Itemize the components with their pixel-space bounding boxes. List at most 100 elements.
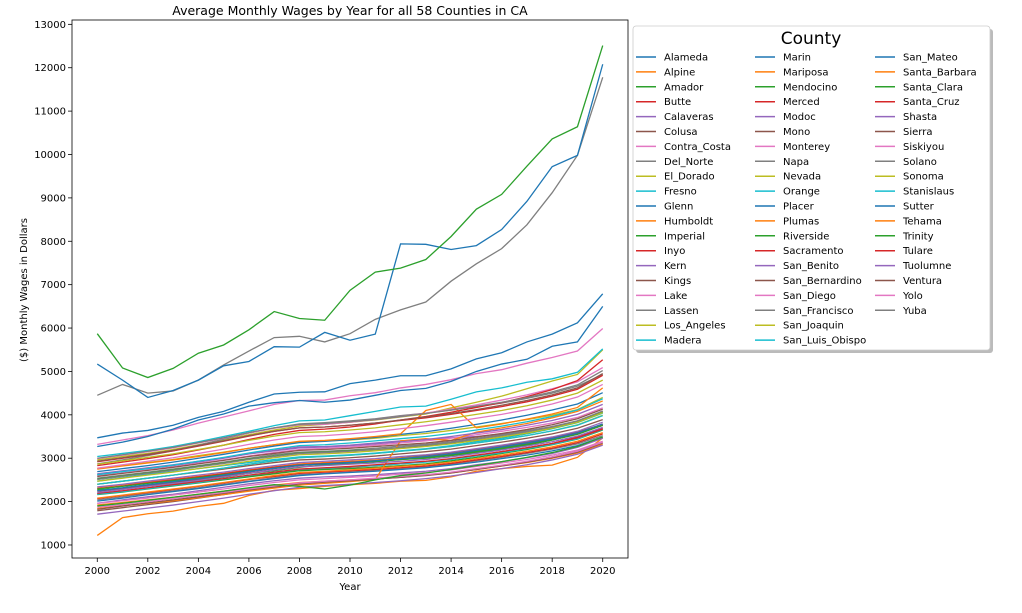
legend-item-santa-clara: Santa_Clara (875, 82, 963, 93)
legend-label: Siskiyou (903, 142, 944, 153)
legend-label: Calaveras (664, 112, 714, 123)
legend-label: Monterey (783, 142, 830, 153)
legend-items: Alameda Alpine Amador Butte Calaveras Colusa C… (636, 53, 977, 347)
chart-title: Average Monthly Wages by Year for all 58… (172, 3, 528, 18)
series-line-sutter (97, 423, 603, 492)
legend-item-humboldt: Humboldt (636, 216, 713, 227)
legend-item-amador: Amador (636, 82, 704, 93)
legend-label: Lassen (664, 306, 699, 317)
series-line-siskiyou (97, 441, 603, 508)
series-line-contra-costa (97, 327, 604, 445)
legend-item-san-bernardino: San_Bernardino (755, 276, 862, 287)
legend-label: San_Diego (783, 291, 836, 302)
legend-item-stanislaus: Stanislaus (875, 187, 954, 198)
series-line-alameda (97, 293, 604, 439)
legend-item-los-angeles: Los_Angeles (636, 321, 726, 332)
legend-item-plumas: Plumas (755, 216, 819, 227)
legend-item-fresno: Fresno (636, 187, 697, 198)
y-tick-label: 10000 (34, 150, 66, 161)
legend-label: San_Francisco (783, 306, 854, 317)
series-line-san-joaquin (97, 412, 603, 482)
legend-item-san-diego: San_Diego (755, 291, 836, 302)
legend-label: Contra_Costa (664, 142, 731, 153)
legend-label: Plumas (783, 216, 819, 227)
legend-item-calaveras: Calaveras (636, 112, 714, 123)
legend-label: Mono (783, 127, 810, 138)
y-tick-label: 7000 (41, 280, 66, 291)
legend-box (632, 25, 991, 351)
x-tick-label: 2000 (85, 566, 110, 577)
legend-label: Imperial (664, 231, 705, 242)
x-tick-label: 2006 (236, 566, 261, 577)
legend-label: Santa_Cruz (903, 97, 960, 108)
legend-label: Merced (783, 97, 820, 108)
x-tick-label: 2014 (438, 566, 463, 577)
legend-title: County (781, 29, 842, 49)
legend-label: Colusa (664, 127, 698, 138)
series-line-glenn (97, 436, 603, 502)
legend-item-santa-barbara: Santa_Barbara (875, 67, 977, 78)
legend-label: Shasta (903, 112, 937, 123)
series-line-trinity (97, 436, 603, 507)
series-line-yuba (97, 410, 603, 481)
legend-item-glenn: Glenn (636, 202, 693, 213)
legend-label: Amador (664, 82, 704, 93)
legend-label: Placer (783, 202, 815, 213)
legend-label: Yuba (902, 306, 927, 317)
legend-item-marin: Marin (755, 53, 811, 64)
legend-label: Yolo (902, 291, 923, 302)
legend-label: Sierra (903, 127, 932, 138)
legend-label: San_Bernardino (783, 276, 862, 287)
legend-label: Alpine (664, 67, 695, 78)
legend-label: Humboldt (664, 216, 713, 227)
legend-item-shasta: Shasta (875, 112, 937, 123)
legend-item-imperial: Imperial (636, 231, 705, 242)
legend-label: Del_Norte (664, 157, 713, 168)
series-line-modoc (97, 444, 603, 515)
series-line-tehama (97, 431, 603, 499)
y-axis: 1000 2000 3000 4000 5000 6000 7000 8000 9000 1000… (34, 20, 72, 551)
series-line-yolo (97, 383, 604, 469)
legend-label: Santa_Clara (903, 82, 963, 93)
y-tick-label: 4000 (41, 410, 66, 421)
y-tick-label: 6000 (41, 324, 66, 335)
series-line-stanislaus (97, 415, 603, 485)
legend-item-siskiyou: Siskiyou (875, 142, 944, 153)
legend-item-el-dorado: El_Dorado (636, 172, 715, 183)
legend: County Alameda Alpine Amador Butte Calaveras… (632, 25, 993, 353)
legend-label: San_Joaquin (783, 321, 844, 332)
legend-item-del-norte: Del_Norte (636, 157, 713, 168)
legend-item-lassen: Lassen (636, 306, 699, 317)
series-line-san-francisco (97, 77, 604, 396)
series-line-san-bernardino (97, 408, 603, 478)
y-tick-label: 2000 (41, 497, 66, 508)
legend-label: San_Luis_Obispo (783, 336, 866, 347)
series-line-orange (97, 348, 604, 458)
legend-label: Madera (664, 336, 702, 347)
x-tick-label: 2012 (388, 566, 413, 577)
legend-item-mono: Mono (755, 127, 810, 138)
legend-item-san-mateo: San_Mateo (875, 53, 958, 64)
legend-item-sonoma: Sonoma (875, 172, 944, 183)
legend-label: Kings (664, 276, 691, 287)
x-tick-label: 2020 (590, 566, 615, 577)
legend-label: San_Benito (783, 261, 839, 272)
x-tick-label: 2010 (337, 566, 362, 577)
legend-label: Trinity (902, 231, 934, 242)
legend-item-modoc: Modoc (755, 112, 816, 123)
y-tick-label: 8000 (41, 237, 66, 248)
x-tick-label: 2008 (287, 566, 312, 577)
legend-item-colusa: Colusa (636, 127, 698, 138)
series-line-tulare (97, 428, 603, 494)
legend-label: Sutter (903, 202, 935, 213)
legend-label: Inyo (664, 246, 685, 257)
legend-label: Lake (664, 291, 687, 302)
legend-item-mariposa: Mariposa (755, 67, 828, 78)
x-axis: 2000 2002 2004 2006 2008 2010 2012 2014 2016 2018… (85, 558, 615, 577)
legend-item-napa: Napa (755, 157, 809, 168)
legend-item-yolo: Yolo (875, 291, 923, 302)
y-tick-label: 5000 (41, 367, 66, 378)
y-tick-label: 9000 (41, 193, 66, 204)
legend-label: Solano (903, 157, 937, 168)
legend-item-kings: Kings (636, 276, 691, 287)
